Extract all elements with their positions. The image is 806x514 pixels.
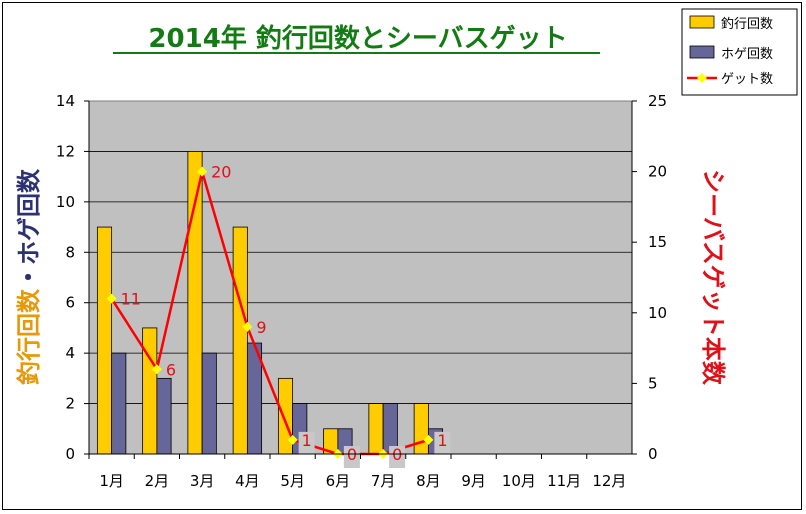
x-axis-tick-label: 4月 xyxy=(235,472,260,490)
catch-data-label: 20 xyxy=(211,163,231,182)
bar-skunk xyxy=(201,352,217,455)
x-axis-tick-label: 12月 xyxy=(592,472,626,490)
catch-marker xyxy=(242,321,253,332)
x-axis-tick-label: 7月 xyxy=(371,472,396,490)
right-axis-label: シーバスゲット本数 xyxy=(699,169,727,386)
legend-swatch-skunk xyxy=(689,45,715,59)
right-axis-tick-label: 5 xyxy=(648,374,658,392)
legend-label-catch: ゲット数 xyxy=(721,72,773,87)
catch-data-label: 1 xyxy=(302,431,312,450)
data-label-bg xyxy=(343,446,360,468)
bar-trips xyxy=(232,226,248,455)
left-axis-label: 釣行回数・ホゲ回数 xyxy=(15,168,43,385)
legend-label-skunk: ホゲ回数 xyxy=(721,47,773,62)
right-axis-tick-label: 25 xyxy=(648,92,667,110)
axes: 0 2 4 6 8 10 12 14 0 5 10 15 20 25 1月 2月 3月 4月 5月 6月 7月 8月 9月 1… xyxy=(56,92,667,490)
bar-trips xyxy=(187,151,203,455)
left-axis-tick-label: 6 xyxy=(65,294,75,312)
x-axis-tick-label: 5月 xyxy=(280,472,305,490)
catch-marker xyxy=(287,434,298,445)
data-label-bg xyxy=(389,446,406,468)
left-axis-tick-label: 2 xyxy=(65,395,75,413)
bar-trips xyxy=(413,403,429,455)
catch-marker xyxy=(197,166,208,177)
x-axis-tick-label: 2月 xyxy=(145,472,170,490)
legend-swatch-catch-marker xyxy=(697,73,707,83)
x-axis-tick-label: 8月 xyxy=(416,472,441,490)
catch-marker xyxy=(423,434,434,445)
x-axis-tick-label: 11月 xyxy=(547,472,581,490)
right-axis-tick-label: 0 xyxy=(648,445,658,463)
catch-marker xyxy=(151,364,162,375)
left-axis-label-part-a: 釣行回数 xyxy=(15,288,43,385)
left-axis-tick-label: 4 xyxy=(65,344,75,362)
left-axis-tick-label: 8 xyxy=(65,243,75,261)
bar-trips xyxy=(142,327,158,455)
x-axis-tick-label: 9月 xyxy=(461,472,486,490)
gridlines xyxy=(89,151,632,404)
x-axis-tick-label: 10月 xyxy=(502,472,536,490)
right-axis-tick-label: 15 xyxy=(648,233,667,251)
bar-skunk xyxy=(156,377,172,455)
left-axis-label-part-b: ・ホゲ回数 xyxy=(15,168,43,289)
catch-data-label: 6 xyxy=(166,360,176,379)
left-axis-tick-label: 10 xyxy=(56,193,75,211)
catch-marker xyxy=(106,293,117,304)
legend-swatch-trips xyxy=(689,15,715,29)
chart-title: 2014年 釣行回数とシーバスゲット xyxy=(148,23,567,54)
bar-trips xyxy=(368,403,384,455)
legend-label-trips: 釣行回数 xyxy=(721,16,773,32)
right-axis-tick-label: 20 xyxy=(648,163,667,181)
right-axis-tick-label: 10 xyxy=(648,304,667,322)
bar-skunk xyxy=(111,352,127,455)
catch-data-label: 9 xyxy=(256,318,266,337)
x-axis-tick-label: 3月 xyxy=(190,472,215,490)
x-axis-tick-label: 6月 xyxy=(326,472,351,490)
bar-trips xyxy=(96,226,113,455)
legend: 釣行回数 ホゲ回数 ゲット数 xyxy=(681,8,798,96)
bar-series xyxy=(96,151,444,455)
left-axis-tick-label: 0 xyxy=(65,445,75,463)
left-axis-tick-label: 12 xyxy=(56,142,75,160)
chart-svg: 2014年 釣行回数とシーバスゲット 11 6 20 9 10 0 1 0 2 4 6 8 10 12 1… xyxy=(15,8,798,490)
catch-data-label: 1 xyxy=(437,431,447,450)
catch-data-label: 11 xyxy=(121,290,141,309)
data-label-bg xyxy=(434,431,451,454)
data-label-bg xyxy=(298,431,315,454)
left-axis-tick-label: 14 xyxy=(56,92,75,110)
x-axis-tick-label: 1月 xyxy=(99,472,124,490)
